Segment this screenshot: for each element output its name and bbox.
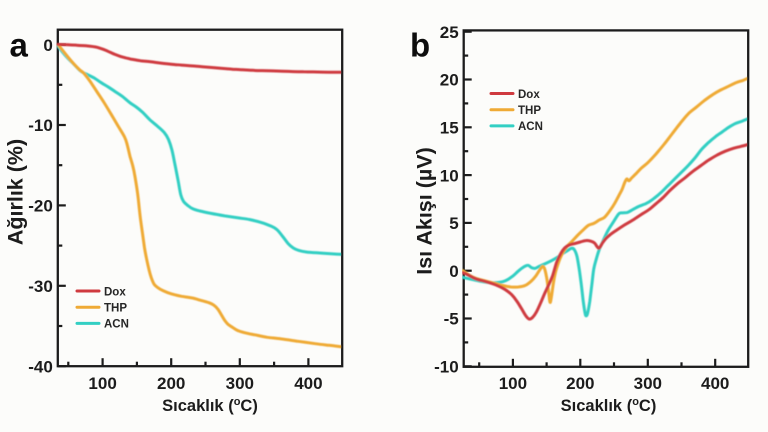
svg-text:-10: -10 bbox=[434, 358, 459, 377]
svg-text:Dox: Dox bbox=[518, 89, 540, 101]
svg-text:ACN: ACN bbox=[104, 319, 129, 331]
svg-text:400: 400 bbox=[701, 374, 729, 393]
svg-text:300: 300 bbox=[634, 374, 662, 393]
svg-text:-20: -20 bbox=[28, 197, 53, 216]
svg-text:400: 400 bbox=[294, 374, 322, 393]
svg-text:200: 200 bbox=[157, 374, 185, 393]
svg-text:20: 20 bbox=[440, 71, 459, 90]
svg-text:THP: THP bbox=[104, 303, 127, 315]
svg-text:5: 5 bbox=[449, 214, 458, 233]
svg-text:25: 25 bbox=[440, 23, 459, 42]
svg-text:200: 200 bbox=[566, 374, 594, 393]
svg-text:Dox: Dox bbox=[104, 286, 126, 298]
svg-text:Sıcaklık (oC): Sıcaklık (oC) bbox=[561, 396, 657, 415]
svg-text:-40: -40 bbox=[28, 357, 53, 376]
svg-text:10: 10 bbox=[440, 166, 459, 185]
svg-text:-5: -5 bbox=[444, 310, 459, 329]
svg-text:Ağırlık (%): Ağırlık (%) bbox=[4, 139, 28, 245]
svg-text:-10: -10 bbox=[28, 116, 53, 135]
svg-text:a: a bbox=[10, 27, 29, 64]
svg-text:100: 100 bbox=[499, 374, 527, 393]
svg-text:300: 300 bbox=[226, 374, 254, 393]
svg-text:THP: THP bbox=[518, 105, 541, 117]
svg-text:b: b bbox=[410, 27, 430, 64]
svg-text:Sıcaklık (oC): Sıcaklık (oC) bbox=[162, 396, 258, 415]
svg-text:0: 0 bbox=[449, 262, 458, 281]
svg-text:-30: -30 bbox=[28, 277, 53, 296]
svg-text:15: 15 bbox=[440, 119, 459, 138]
svg-text:ACN: ACN bbox=[518, 121, 543, 133]
svg-text:0: 0 bbox=[43, 36, 52, 55]
svg-text:Isı Akışı (µV): Isı Akışı (µV) bbox=[413, 147, 437, 275]
svg-text:100: 100 bbox=[88, 374, 116, 393]
